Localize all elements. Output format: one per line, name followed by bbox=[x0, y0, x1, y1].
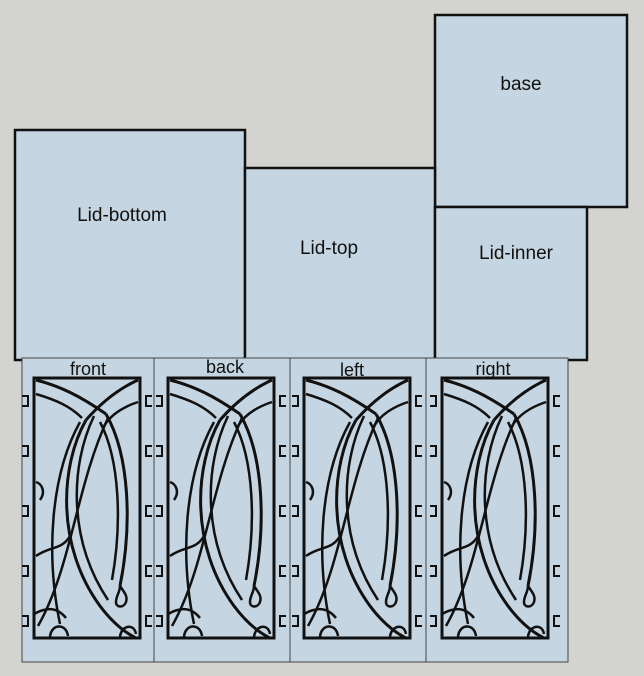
panel-front bbox=[21, 357, 155, 663]
label-lid-inner: Lid-inner bbox=[479, 243, 554, 264]
panel-lid-inner bbox=[433, 205, 589, 362]
label-back: back bbox=[206, 357, 245, 377]
label-base: base bbox=[500, 74, 541, 95]
panel-lid-top bbox=[243, 166, 437, 362]
label-lid-top: Lid-top bbox=[300, 238, 358, 259]
panel-base bbox=[433, 13, 629, 209]
label-lid-bottom: Lid-bottom bbox=[77, 205, 167, 226]
label-front: front bbox=[70, 359, 106, 379]
label-left: left bbox=[340, 360, 364, 380]
panel-lid-bottom bbox=[13, 128, 247, 362]
label-right: right bbox=[475, 359, 510, 379]
